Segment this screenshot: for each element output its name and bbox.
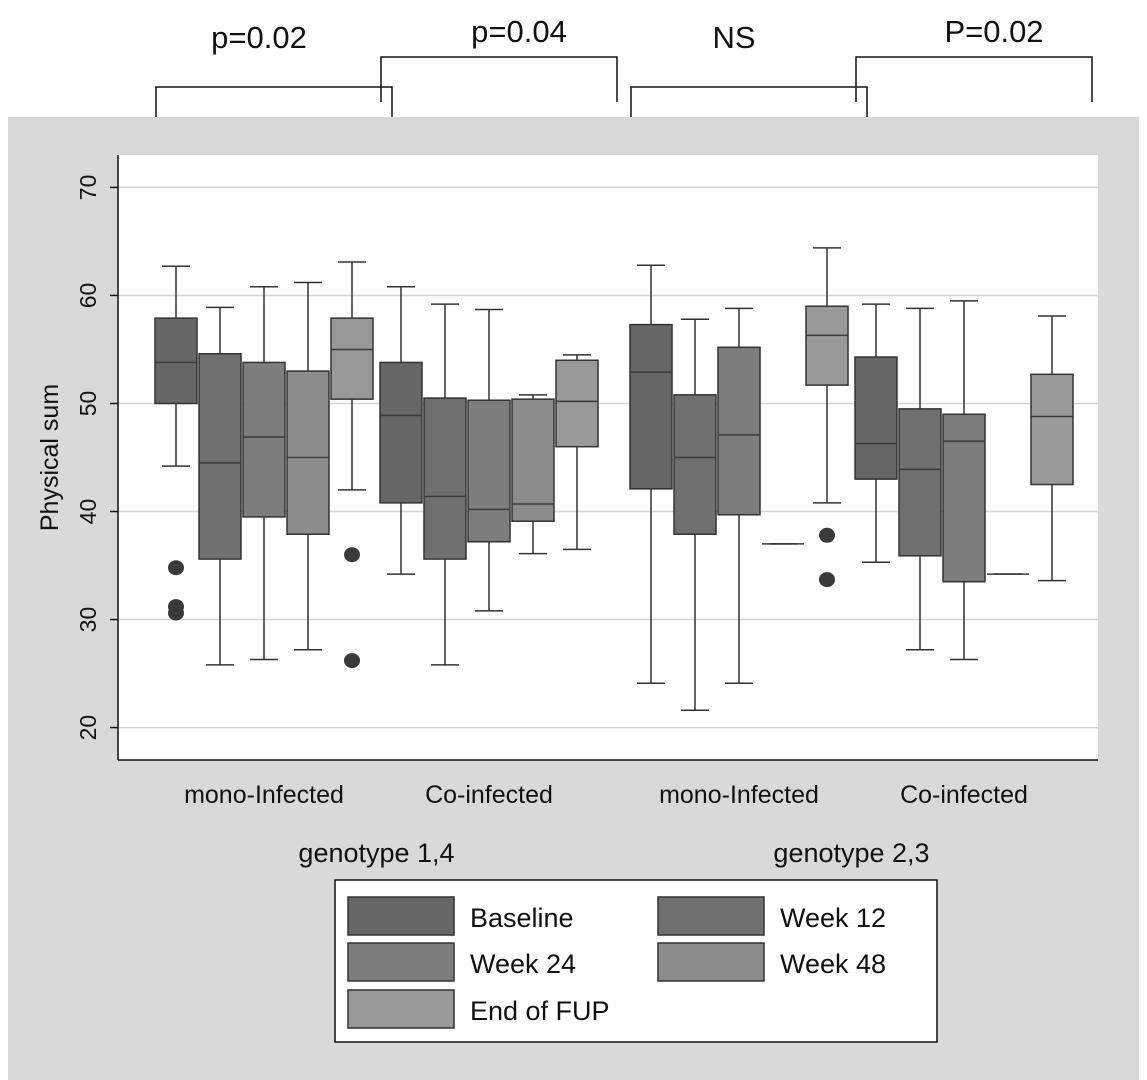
box-body (198, 353, 242, 560)
significance-bracket: p=0.02 (155, 20, 393, 117)
box-week-12 (198, 306, 242, 666)
legend-swatch (347, 896, 455, 936)
box-body (854, 356, 898, 480)
legend-item: Week 12 (657, 896, 886, 936)
box-week-24 (717, 307, 761, 685)
p-value-label: P=0.02 (944, 14, 1043, 49)
x-category-label: Co-infected (425, 781, 553, 809)
box-week-24 (242, 286, 286, 661)
box-baseline (379, 286, 423, 575)
group-label: genotype 2,3 (773, 838, 929, 868)
significance-bracket: p=0.04 (380, 14, 618, 102)
bracket-line (380, 56, 618, 102)
box-week-12 (423, 303, 467, 666)
outlier-point (168, 605, 184, 621)
significance-bracket: NS (630, 20, 868, 117)
p-value-label: p=0.02 (211, 20, 307, 55)
y-axis: 20 30 40 50 60 70 (75, 175, 1098, 741)
legend-swatch (657, 896, 765, 936)
box-body (286, 370, 330, 535)
box-week-12 (673, 318, 717, 712)
legend-item: Baseline (347, 896, 574, 936)
bracket-line (630, 86, 868, 117)
x-category-label: Co-infected (900, 781, 1028, 809)
box-baseline (854, 303, 898, 564)
y-tick-label: 50 (75, 391, 101, 417)
box-body (805, 305, 849, 386)
outlier-point (819, 527, 835, 543)
box-end-of-fup (555, 354, 599, 551)
y-tick-label: 60 (75, 283, 101, 309)
outlier-point (344, 547, 360, 563)
legend: Baseline Week 12 Week 24 Week 48 End of FUP (334, 879, 938, 1043)
legend-label: Baseline (470, 903, 574, 933)
box-plots (154, 247, 1074, 712)
y-axis-label: Physical sum (36, 384, 64, 531)
p-value-label: NS (712, 20, 755, 55)
box-week-24 (942, 300, 986, 661)
box-end-of-fup (1030, 315, 1074, 582)
box-body (717, 346, 761, 516)
box-end-of-fup (330, 261, 374, 669)
x-category-label: mono-Infected (184, 781, 344, 809)
legend-swatch (347, 989, 455, 1029)
box-end-of-fup (805, 247, 849, 588)
box-week-24 (467, 308, 511, 612)
box-body (423, 397, 467, 560)
legend-label: Week 24 (470, 949, 576, 979)
box-baseline (629, 264, 673, 685)
x-category-label: mono-Infected (659, 781, 819, 809)
box-body (898, 408, 942, 557)
legend-label: Week 48 (780, 949, 886, 979)
box-week-12 (898, 307, 942, 651)
legend-item: End of FUP (347, 989, 610, 1029)
box-body (242, 361, 286, 518)
outlier-point (344, 653, 360, 669)
bracket-line (155, 86, 393, 117)
box-body (629, 323, 673, 490)
legend-swatch (657, 942, 765, 982)
group-label: genotype 1,4 (298, 838, 454, 868)
p-value-label: p=0.04 (471, 14, 567, 49)
outlier-point (819, 572, 835, 588)
box-body (555, 359, 599, 448)
significance-annotations: p=0.02 p=0.04 NS P=0.02 (155, 14, 1093, 117)
box-body (673, 394, 717, 535)
box-week-48 (511, 394, 555, 555)
legend-item: Week 24 (347, 942, 576, 982)
outlier-point (168, 560, 184, 576)
legend-label: End of FUP (470, 996, 610, 1026)
y-tick-label: 20 (75, 715, 101, 741)
legend-item: Week 48 (657, 942, 886, 982)
box-body (330, 317, 374, 400)
y-tick-label: 30 (75, 607, 101, 633)
significance-bracket: P=0.02 (855, 14, 1093, 102)
box-baseline (154, 265, 198, 621)
legend-label: Week 12 (780, 903, 886, 933)
y-tick-label: 70 (75, 175, 101, 201)
box-body (467, 399, 511, 543)
box-body (154, 317, 198, 405)
box-body (942, 413, 986, 583)
y-tick-label: 40 (75, 499, 101, 525)
box-body (379, 361, 423, 504)
x-axis: mono-Infected Co-infected genotype 1,4 mono… (184, 781, 1028, 868)
box-body (1030, 373, 1074, 486)
box-week-48 (286, 281, 330, 651)
box-body (511, 398, 555, 522)
bracket-line (855, 56, 1093, 102)
legend-swatch (347, 942, 455, 982)
